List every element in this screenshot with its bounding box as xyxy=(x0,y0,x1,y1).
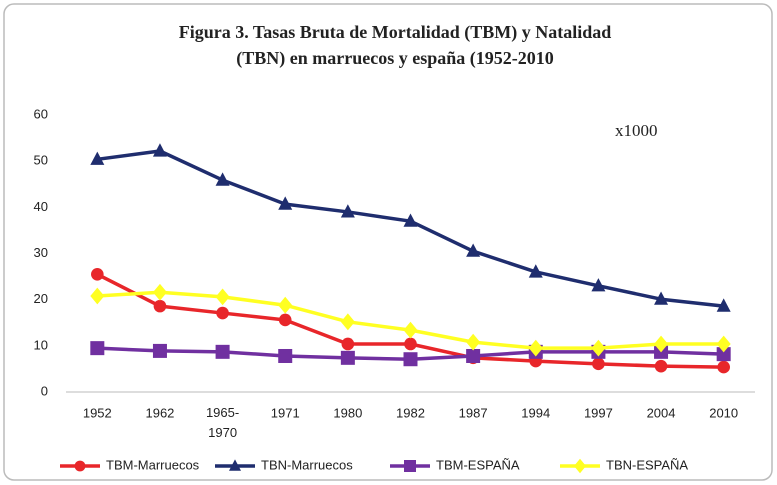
marker xyxy=(403,321,418,339)
marker xyxy=(278,313,292,327)
marker xyxy=(403,352,418,367)
x-tick-label-line: 1970 xyxy=(208,425,237,440)
marker xyxy=(591,278,606,292)
legend-label: TBN-ESPAÑA xyxy=(606,457,688,472)
marker xyxy=(229,459,241,471)
marker xyxy=(90,341,105,356)
marker xyxy=(403,213,418,227)
marker xyxy=(591,339,606,357)
marker xyxy=(592,357,605,371)
marker xyxy=(717,360,730,374)
marker xyxy=(215,288,230,306)
marker xyxy=(528,264,543,278)
marker xyxy=(340,204,355,218)
x-tick-label: 1982 xyxy=(396,405,425,420)
marker xyxy=(341,337,355,351)
marker xyxy=(654,291,669,305)
marker xyxy=(716,347,731,362)
y-tick-label: 0 xyxy=(41,383,48,398)
x-tick-label: 1965- 1970 xyxy=(206,405,239,440)
marker xyxy=(152,283,167,301)
x-tick-label: 1987 xyxy=(459,405,488,420)
x-tick-label: 1980 xyxy=(333,405,362,420)
x-tick-label: 1997 xyxy=(584,405,613,420)
x-tick-label: 2010 xyxy=(709,405,738,420)
marker xyxy=(215,172,230,186)
legend-label: TBN-Marruecos xyxy=(261,457,353,472)
x-tick-label: 1971 xyxy=(271,405,300,420)
marker xyxy=(278,196,293,210)
y-tick-label: 20 xyxy=(34,291,48,306)
y-tick-label: 50 xyxy=(34,153,48,168)
marker xyxy=(466,348,481,363)
marker xyxy=(654,359,668,373)
marker xyxy=(215,344,230,359)
chart-title: (TBN) en marruecos y españa (1952-2010 xyxy=(236,48,553,69)
marker xyxy=(152,343,167,358)
marker xyxy=(74,460,86,472)
y-tick-label: 30 xyxy=(34,245,48,260)
marker xyxy=(90,287,105,305)
marker xyxy=(528,339,543,357)
marker xyxy=(90,151,105,165)
chart-frame xyxy=(3,3,773,481)
marker xyxy=(716,298,731,312)
legend-label: TBM-Marruecos xyxy=(106,457,200,472)
y-tick-label: 10 xyxy=(34,337,48,352)
x-tick-label: 1994 xyxy=(521,405,550,420)
x-tick-label: 2004 xyxy=(647,405,676,420)
annotation: x1000 xyxy=(615,121,658,140)
y-tick-label: 60 xyxy=(34,106,48,121)
marker xyxy=(716,335,731,353)
marker xyxy=(404,337,417,351)
marker xyxy=(340,313,355,331)
x-tick-label: 1962 xyxy=(145,405,174,420)
marker xyxy=(574,458,586,474)
marker xyxy=(404,460,416,472)
marker xyxy=(654,335,669,353)
legend-label: TBM-ESPAÑA xyxy=(436,457,520,472)
x-tick-label-line: 1965- xyxy=(206,405,239,420)
marker xyxy=(340,350,355,365)
marker xyxy=(91,267,104,281)
marker xyxy=(466,243,481,257)
marker xyxy=(153,299,167,313)
marker xyxy=(152,143,167,157)
marker xyxy=(278,296,293,314)
marker xyxy=(466,333,481,351)
marker xyxy=(216,306,229,320)
chart-title: Figura 3. Tasas Bruta de Mortalidad (TBM… xyxy=(179,22,612,43)
marker xyxy=(278,348,293,363)
y-tick-label: 40 xyxy=(34,199,48,214)
x-tick-label: 1952 xyxy=(83,405,112,420)
